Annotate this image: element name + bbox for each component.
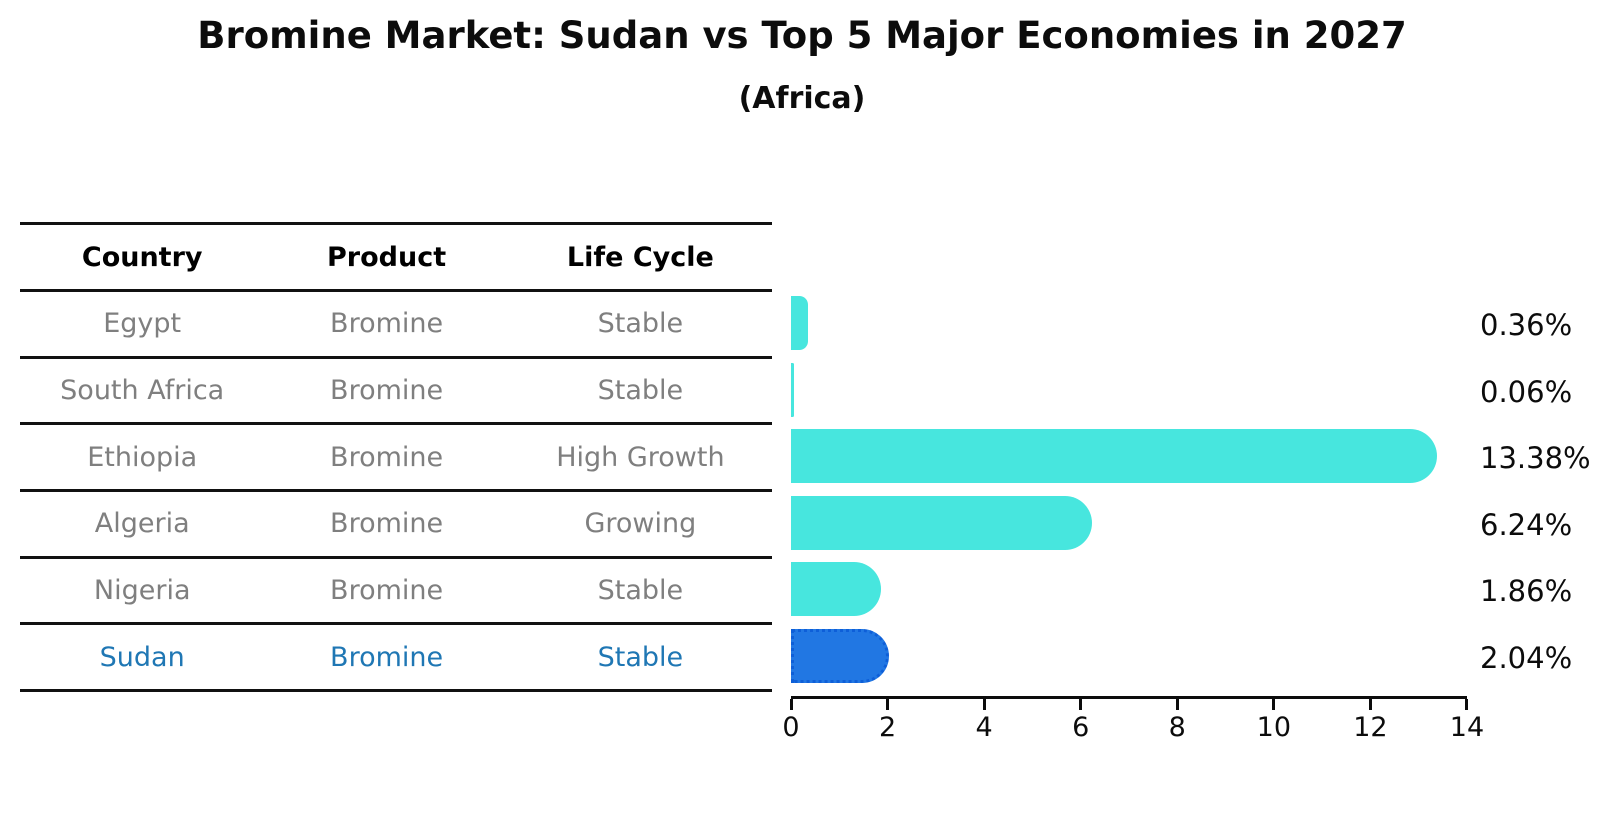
bar-ethiopia	[791, 429, 1437, 484]
country-table: Country Product Life Cycle Egypt Bromine Sta…	[20, 222, 772, 693]
x-axis-tick-label: 0	[782, 712, 800, 743]
table-row-algeria: Algeria Bromine Growing	[20, 492, 772, 559]
table-cell-life-cycle: Stable	[597, 308, 684, 340]
bar-algeria	[791, 495, 1093, 550]
x-axis-tick	[1465, 699, 1469, 710]
bar-value-label-nigeria: 1.86%	[1480, 574, 1573, 609]
table-cell-product: Bromine	[330, 641, 444, 673]
x-axis-tick	[886, 699, 890, 710]
table-row-ethiopia: Ethiopia Bromine High Growth	[20, 425, 772, 493]
table-header-country: Country	[81, 241, 203, 273]
table-row-egypt: Egypt Bromine Stable	[20, 292, 772, 359]
bar-value-label-south-africa: 0.06%	[1480, 374, 1573, 409]
table-cell-product: Bromine	[330, 508, 444, 540]
table-cell-country: Egypt	[103, 308, 182, 340]
table-row-south-africa: South Africa Bromine Stable	[20, 359, 772, 426]
bar-value-label-egypt: 0.36%	[1480, 308, 1573, 342]
x-axis-tick-label: 14	[1449, 712, 1485, 743]
bar-nigeria	[791, 562, 881, 617]
table-cell-country: Ethiopia	[87, 441, 198, 473]
x-axis-tick-label: 12	[1353, 712, 1388, 743]
table-cell-product: Bromine	[330, 441, 444, 473]
x-axis-line	[791, 696, 1467, 699]
x-axis-tick-label: 8	[1168, 712, 1186, 743]
x-axis-tick	[1079, 699, 1083, 710]
bar-value-label-ethiopia: 13.38%	[1480, 441, 1591, 476]
x-axis-tick	[789, 699, 793, 710]
table-cell-country: Nigeria	[93, 575, 191, 607]
bar-south-africa	[791, 362, 794, 417]
bar-egypt	[791, 296, 809, 350]
chart-title: Bromine Market: Sudan vs Top 5 Major Eco…	[197, 14, 1407, 57]
bar-value-label-sudan: 2.04%	[1480, 641, 1573, 675]
x-axis-tick	[1272, 699, 1276, 710]
x-axis-tick-label: 6	[1072, 712, 1090, 743]
table-cell-country: Sudan	[99, 641, 185, 673]
x-axis-tick-label: 4	[975, 712, 993, 743]
table-cell-product: Bromine	[330, 375, 444, 407]
table-cell-life-cycle: Stable	[597, 641, 684, 673]
x-axis-tick	[1175, 699, 1179, 710]
table-cell-country: Algeria	[94, 508, 190, 540]
table-header-row: Country Product Life Cycle	[20, 225, 772, 292]
table-row-nigeria: Nigeria Bromine Stable	[20, 559, 772, 626]
x-axis-tick-label: 2	[878, 712, 897, 743]
table-header-product: Product	[327, 241, 447, 273]
table-row-sudan: Sudan Bromine Stable	[20, 625, 772, 693]
table-cell-life-cycle: High Growth	[556, 441, 725, 473]
table-cell-product: Bromine	[330, 575, 444, 607]
table-cell-life-cycle: Growing	[584, 508, 697, 540]
table-header-life-cycle: Life Cycle	[566, 241, 714, 273]
x-axis-tick	[982, 699, 986, 710]
x-axis-tick-label: 10	[1256, 712, 1292, 743]
table-cell-life-cycle: Stable	[597, 375, 684, 407]
table-cell-life-cycle: Stable	[597, 575, 684, 607]
x-axis-tick	[1368, 699, 1372, 710]
bar-sudan	[791, 629, 890, 683]
table-cell-country: South Africa	[60, 375, 225, 407]
chart-subtitle: (Africa)	[738, 81, 866, 116]
bar-value-label-algeria: 6.24%	[1480, 507, 1573, 542]
table-cell-product: Bromine	[330, 308, 444, 340]
